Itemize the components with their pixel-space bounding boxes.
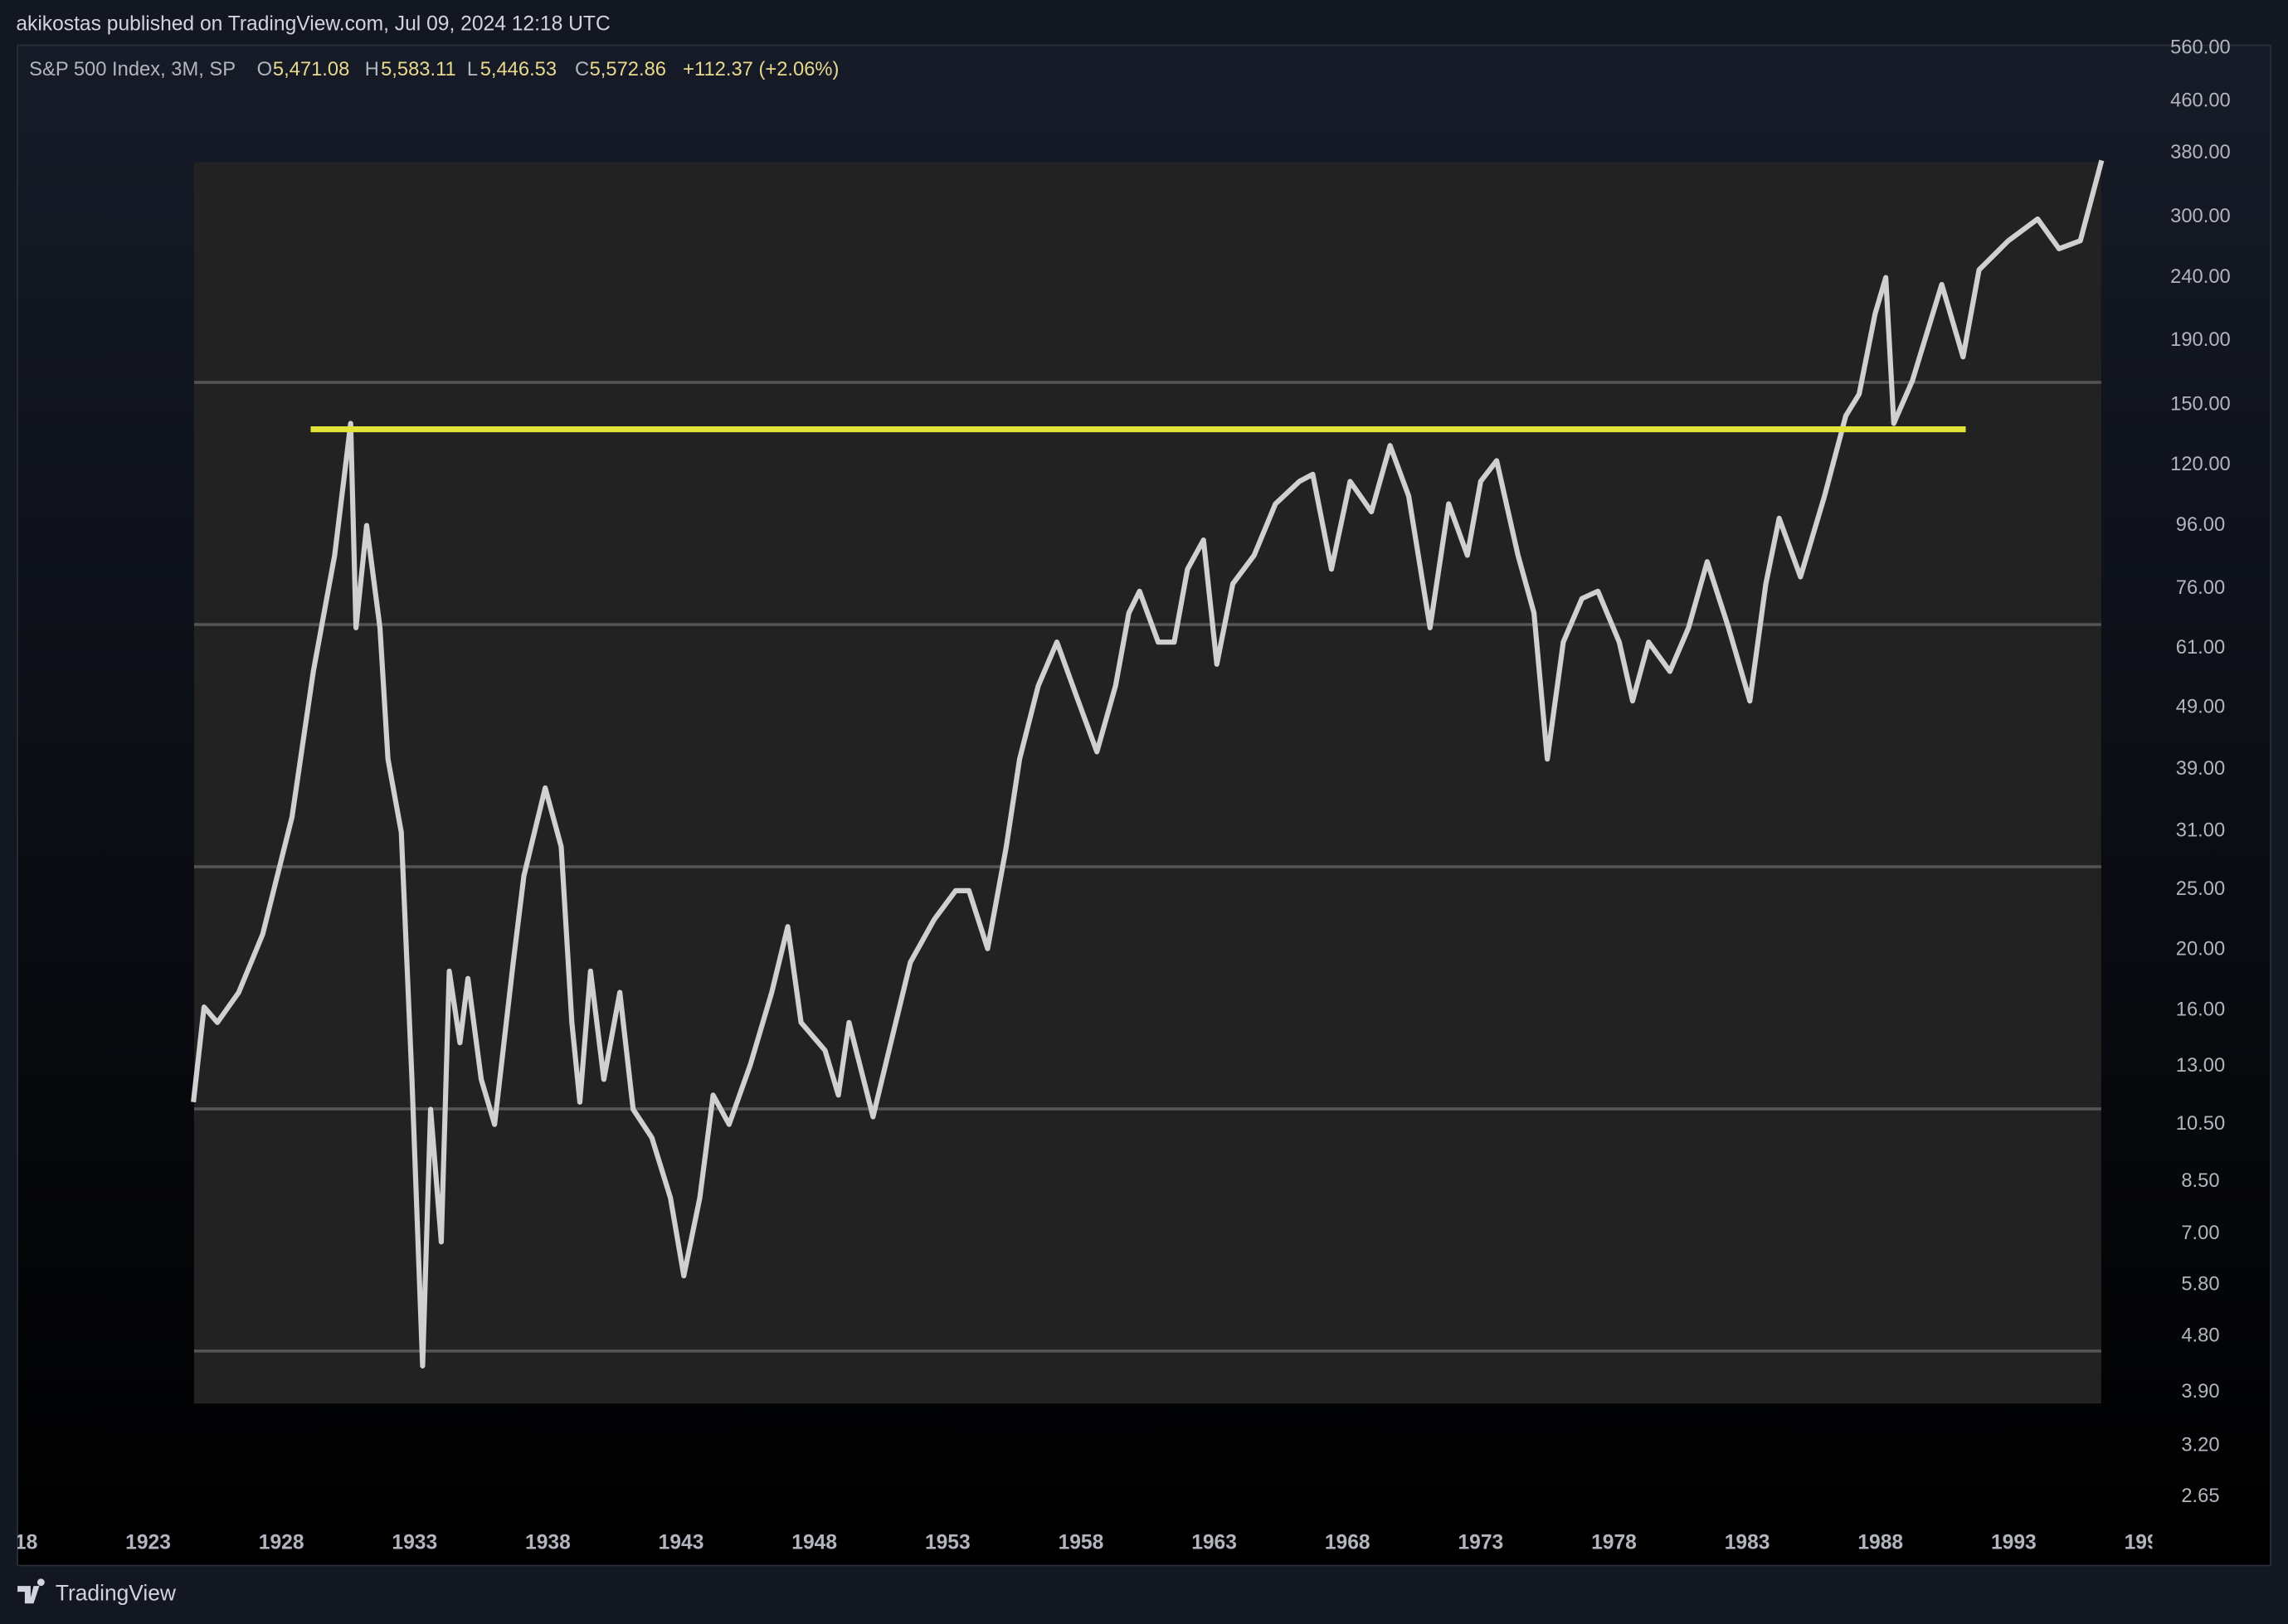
y-tick-label: 16.00: [2176, 999, 2225, 1020]
y-tick-label: 49.00: [2176, 696, 2225, 717]
y-tick-label: 300.00: [2170, 206, 2231, 227]
header-text: akikostas published on TradingView.com, …: [16, 13, 610, 36]
y-tick-label: 96.00: [2176, 514, 2225, 536]
x-tick-label: 1978: [1591, 1532, 1637, 1554]
y-tick-label: 31.00: [2176, 820, 2225, 842]
legend-label: L: [467, 59, 478, 80]
y-tick-label: 20.00: [2176, 939, 2225, 960]
legend-symbol: S&P 500 Index, 3M, SP: [29, 59, 236, 80]
y-tick-label: 120.00: [2170, 454, 2231, 475]
y-tick-label: 240.00: [2170, 266, 2231, 288]
x-tick-label: 1988: [1857, 1532, 1903, 1554]
x-tick-label: 1938: [525, 1532, 571, 1554]
x-tick-label: 1993: [1991, 1532, 2037, 1554]
y-tick-label: 61.00: [2176, 637, 2225, 659]
x-tick-label: 1958: [1059, 1532, 1104, 1554]
legend-label: O: [257, 59, 272, 80]
x-tick-label: 1953: [925, 1532, 971, 1554]
y-tick-label: 150.00: [2170, 393, 2231, 415]
legend-value: 5,583.11: [381, 59, 456, 80]
legend-value: 5,446.53: [480, 59, 557, 80]
y-tick-label: 76.00: [2176, 577, 2225, 599]
y-tick-label: 13.00: [2176, 1055, 2225, 1077]
x-tick-label: 1923: [125, 1532, 171, 1554]
legend-value: 5,572.86: [590, 59, 666, 80]
price-line: [191, 159, 2105, 1369]
legend-label: C: [575, 59, 589, 80]
x-tick-label: 1998: [2125, 1532, 2170, 1554]
x-tick-label: 1963: [1191, 1532, 1237, 1554]
y-tick-label: 460.00: [2170, 90, 2231, 112]
y-tick-label: 560.00: [2170, 36, 2231, 58]
footer-text: TradingView: [56, 1581, 177, 1606]
x-tick-label: 1933: [392, 1532, 437, 1554]
y-tick-label: 5.80: [2181, 1274, 2219, 1296]
footer-logo: TradingView: [17, 1578, 177, 1606]
y-tick-label: 3.20: [2181, 1435, 2219, 1456]
legend-value: 5,471.08: [273, 59, 349, 80]
legend-change: +112.37 (+2.06%): [683, 59, 839, 80]
y-tick-label: 380.00: [2170, 142, 2231, 163]
y-tick-label: 3.90: [2181, 1381, 2219, 1403]
x-axis: 1918 1923 1928 1933 1938 1943 1948 1953 1958 1963…: [0, 1532, 2170, 1554]
x-tick-label: 1943: [659, 1532, 704, 1554]
legend: S&P 500 Index, 3M, SP O 5,471.08 H 5,583…: [29, 59, 839, 80]
y-tick-label: 39.00: [2176, 758, 2225, 780]
image-gridlines: [193, 381, 2101, 1353]
x-tick-label: 1948: [791, 1532, 837, 1554]
y-tick-label: 25.00: [2176, 878, 2225, 900]
x-tick-label: 1918: [0, 1532, 37, 1554]
y-tick-label: 2.65: [2181, 1485, 2219, 1507]
x-tick-label: 1928: [259, 1532, 304, 1554]
y-tick-label: 7.00: [2181, 1223, 2219, 1244]
y-tick-label: 190.00: [2170, 329, 2231, 351]
y-tick-label: 10.50: [2176, 1113, 2225, 1135]
x-tick-label: 1973: [1458, 1532, 1503, 1554]
y-tick-label: 8.50: [2181, 1170, 2219, 1192]
y-tick-label: 4.80: [2181, 1325, 2219, 1346]
x-tick-label: 1983: [1725, 1532, 1770, 1554]
embedded-image: [193, 162, 2101, 1404]
x-tick-label: 1968: [1325, 1532, 1370, 1554]
legend-label: H: [365, 59, 379, 80]
